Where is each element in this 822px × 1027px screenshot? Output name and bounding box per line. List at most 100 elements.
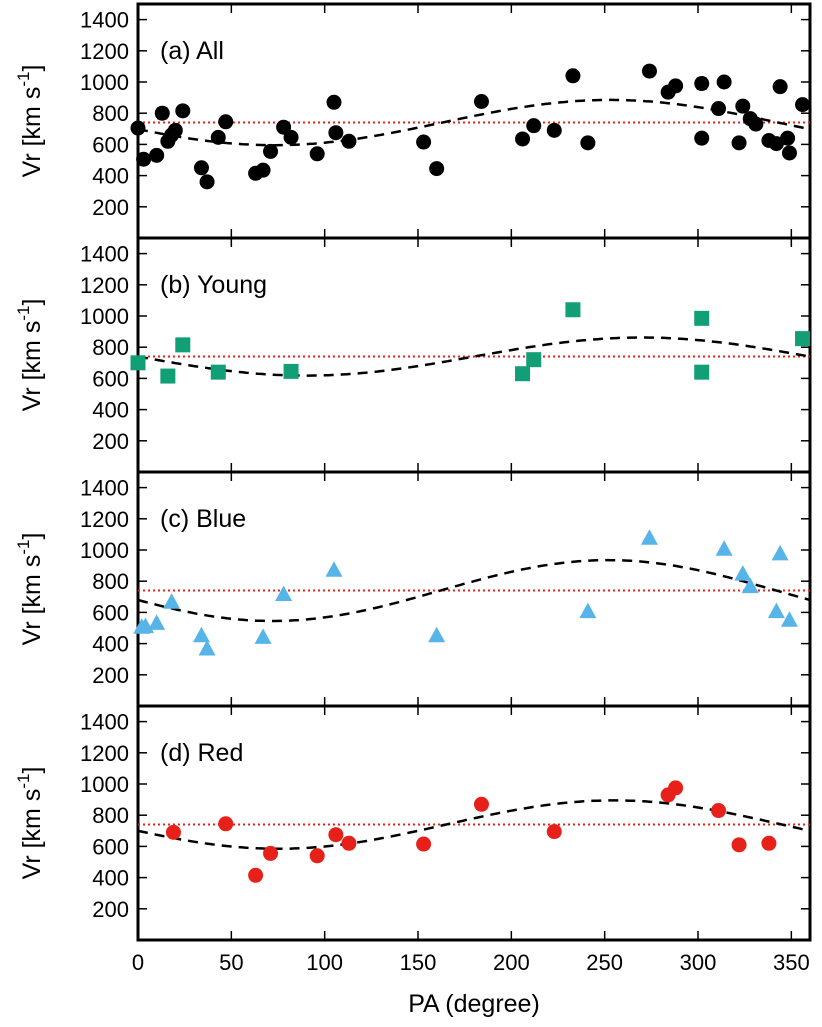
data-point: [283, 129, 299, 145]
data-point: [748, 116, 764, 132]
data-point: [248, 867, 264, 883]
data-point: [771, 544, 789, 561]
data-point: [341, 133, 357, 149]
y-tick-label: 600: [92, 600, 129, 625]
x-tick-label: 200: [493, 950, 530, 975]
y-tick-label: 200: [92, 195, 129, 220]
y-tick-label: 1200: [80, 507, 129, 532]
data-point: [473, 796, 489, 812]
data-point: [731, 135, 747, 151]
data-point: [175, 337, 191, 353]
data-point: [175, 103, 191, 119]
panel-frame: [136, 704, 812, 942]
data-point: [546, 122, 562, 138]
y-tick-label: 1400: [80, 710, 129, 735]
y-axis-title-close: ]: [18, 767, 46, 774]
y-tick-label: 200: [92, 429, 129, 454]
x-axis-title: PA (degree): [408, 990, 540, 1018]
rotation-model-curve: [138, 558, 810, 623]
data-point: [694, 310, 710, 326]
y-tick-label: 400: [92, 164, 129, 189]
data-point: [780, 130, 796, 146]
data-point: [429, 161, 445, 177]
data-point: [767, 602, 785, 619]
x-tick-label: 150: [400, 950, 437, 975]
data-point: [218, 816, 234, 832]
data-point: [309, 146, 325, 162]
y-axis-title: Vr [km s-1]: [14, 65, 46, 178]
data-point: [694, 76, 710, 92]
y-tick-label: 1400: [80, 476, 129, 501]
data-point: [328, 827, 344, 843]
x-tick-labels: 0 50 100 150 200 250 300 350: [132, 950, 810, 975]
y-axis-title: Vr [km s-1]: [14, 533, 46, 646]
data-point: [735, 98, 751, 114]
data-point: [761, 835, 777, 851]
data-point: [149, 147, 165, 163]
data-point: [546, 824, 562, 840]
data-point: [341, 835, 357, 851]
data-point: [795, 97, 811, 113]
data-point: [781, 145, 797, 161]
data-point: [167, 122, 183, 138]
y-axis-title-main: Vr [km s: [18, 87, 46, 178]
y-tick-label: 1000: [80, 70, 129, 95]
y-axis-title-main: Vr [km s: [18, 321, 46, 412]
y-tick-label: 600: [92, 132, 129, 157]
data-point: [416, 134, 432, 150]
y-tick-label: 1000: [80, 772, 129, 797]
data-point: [199, 174, 215, 190]
panel-label: (d) Red: [160, 739, 243, 767]
data-point: [795, 331, 811, 347]
data-point: [163, 593, 181, 609]
data-point: [160, 368, 176, 384]
y-axis-title-exponent: -1: [14, 540, 33, 555]
data-point: [711, 101, 727, 117]
data-point: [565, 68, 581, 84]
y-tick-label: 800: [92, 101, 129, 126]
data-point: [154, 105, 170, 121]
y-axis-title: Vr [km s-1]: [14, 299, 46, 412]
data-point: [473, 94, 489, 109]
data-point: [210, 129, 226, 145]
data-point: [565, 302, 581, 318]
panel-young: 200 400 600 800 1000 1200 1400 Vr [km s-1] (b) Y…: [14, 236, 812, 474]
data-point: [275, 585, 293, 601]
y-tick-label: 800: [92, 803, 129, 828]
y-axis-title-exponent: -1: [14, 306, 33, 321]
rotation-model-curve: [138, 799, 810, 850]
panel-blue: 200 400 600 800 1000 1200 1400 Vr [km s-1] (c) B…: [14, 470, 812, 708]
data-point: [734, 565, 752, 581]
y-tick-label: 800: [92, 569, 129, 594]
data-point: [515, 131, 531, 147]
data-point: [428, 626, 446, 643]
panel-red: 200 400 600 800 1000 1200 1400 Vr [km s-1] (d) R…: [14, 704, 812, 942]
data-point: [715, 540, 733, 556]
data-point: [526, 352, 542, 368]
data-point: [283, 363, 299, 379]
y-tick-label: 200: [92, 663, 129, 688]
y-tick-label: 400: [92, 632, 129, 657]
data-point: [218, 114, 234, 130]
data-point: [772, 79, 788, 95]
panel-label: (c) Blue: [160, 505, 246, 533]
y-tick-label: 1400: [80, 242, 129, 267]
y-tick-label: 1200: [80, 39, 129, 64]
data-point: [780, 611, 798, 627]
y-axis-title-close: ]: [18, 533, 46, 540]
data-point: [192, 626, 210, 643]
y-tick-label: 600: [92, 366, 129, 391]
y-axis-title-exponent: -1: [14, 774, 33, 789]
data-point: [136, 151, 152, 167]
data-point: [165, 824, 181, 840]
y-axis-title-close: ]: [18, 299, 46, 306]
data-point: [668, 78, 684, 94]
y-tick-label: 400: [92, 866, 129, 891]
data-point: [694, 130, 710, 146]
data-point: [130, 120, 146, 136]
x-tick-label: 300: [680, 950, 717, 975]
x-tick-label: 0: [132, 950, 144, 975]
data-point: [668, 780, 684, 796]
x-tick-label: 100: [306, 950, 343, 975]
